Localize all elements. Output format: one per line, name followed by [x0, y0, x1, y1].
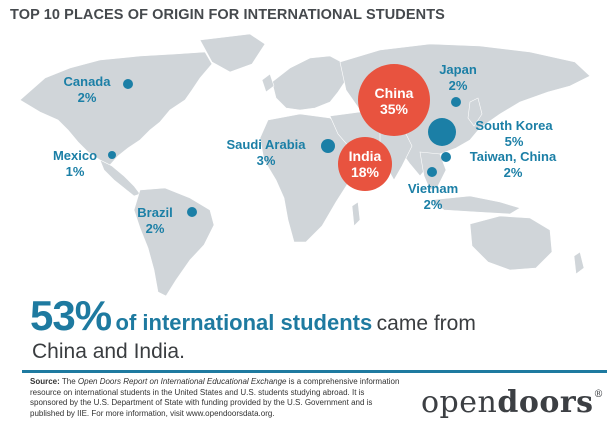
page-title: TOP 10 PLACES OF ORIGIN FOR INTERNATIONA…	[10, 7, 445, 23]
japan-dot	[451, 97, 461, 107]
place-pct: 2%	[503, 165, 523, 180]
canada-label: Canada 2%	[52, 74, 122, 106]
greenland-shape	[199, 33, 266, 73]
south-korea-label: South Korea 5%	[464, 118, 564, 150]
logo-part1: open	[421, 385, 498, 420]
mexico-label: Mexico 1%	[40, 148, 110, 180]
logo-part2: doors	[497, 385, 594, 420]
place-name: Mexico	[52, 148, 98, 163]
taiwan-label: Taiwan, China 2%	[455, 149, 571, 181]
place-pct: 1%	[65, 164, 85, 179]
opendoors-logo: opendoors®	[421, 385, 604, 420]
brazil-dot	[187, 207, 197, 217]
headline-subject: of international students	[115, 310, 373, 335]
place-pct: 2%	[77, 90, 97, 105]
uk-shape	[261, 73, 275, 93]
vietnam-dot	[427, 167, 437, 177]
place-name: Saudi Arabia	[226, 137, 306, 152]
china-label: China 35%	[364, 85, 424, 117]
source-note: Source: The Open Doors Report on Interna…	[30, 377, 402, 419]
headline-line2: China and India.	[32, 340, 185, 363]
taiwan-dot	[441, 152, 451, 162]
place-name: South Korea	[475, 118, 553, 133]
europe-shape	[271, 55, 347, 111]
divider	[22, 370, 607, 373]
place-pct: 2%	[448, 78, 468, 93]
place-pct: 2%	[423, 197, 443, 212]
saudi-arabia-label: Saudi Arabia 3%	[216, 137, 316, 169]
japan-label: Japan 2%	[428, 62, 488, 94]
headline-tail: came from	[376, 312, 476, 335]
logo-registered-mark: ®	[593, 389, 605, 400]
headline: 53% of international students came from	[30, 292, 476, 340]
india-label: India 18%	[335, 148, 395, 180]
brazil-label: Brazil 2%	[120, 205, 190, 237]
place-pct: 3%	[256, 153, 276, 168]
headline-percent: 53%	[30, 292, 112, 339]
place-pct: 5%	[504, 134, 524, 149]
source-report-title: Open Doors Report on International Educa…	[77, 377, 287, 386]
place-name: Canada	[63, 74, 111, 89]
saudi-arabia-dot	[321, 139, 335, 153]
madagascar-shape	[351, 201, 361, 227]
japan-shape	[467, 97, 483, 127]
canada-dot	[123, 79, 133, 89]
vietnam-label: Vietnam 2%	[398, 181, 468, 213]
source-label: Source:	[30, 377, 60, 386]
new-zealand-shape	[573, 251, 585, 275]
world-map	[19, 33, 591, 297]
australia-shape	[469, 215, 553, 271]
indonesia-shape	[429, 195, 521, 215]
india-bubble	[338, 137, 392, 191]
place-name: Taiwan, China	[469, 149, 557, 164]
place-name: China	[374, 85, 414, 101]
north-america-shape	[19, 51, 213, 166]
source-rest: is a comprehensive information resource …	[30, 377, 400, 418]
source-pre: The	[61, 377, 76, 386]
china-bubble	[358, 64, 430, 136]
mexico-dot	[108, 151, 116, 159]
place-name: Vietnam	[407, 181, 459, 196]
central-america-shape	[99, 159, 141, 197]
place-name: Japan	[439, 62, 477, 77]
place-pct: 2%	[145, 221, 165, 236]
place-pct: 18%	[350, 164, 380, 180]
south-korea-dot	[428, 118, 456, 146]
place-pct: 35%	[379, 101, 409, 117]
place-name: India	[348, 148, 382, 164]
place-name: Brazil	[137, 205, 173, 220]
